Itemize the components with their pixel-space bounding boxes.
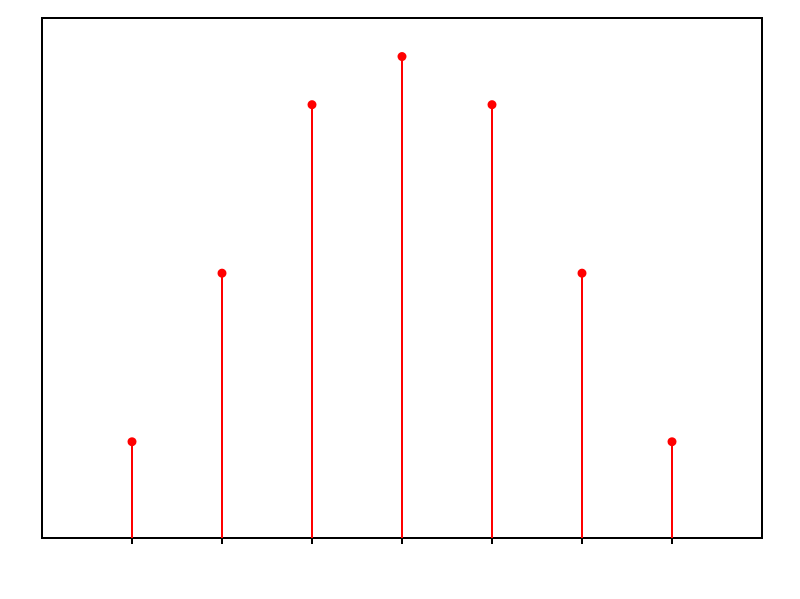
stem-marker [128, 437, 137, 446]
stem-marker [578, 269, 587, 278]
stem-marker [398, 52, 407, 61]
stem-marker [218, 269, 227, 278]
stem-chart [0, 0, 800, 599]
stem-marker [308, 100, 317, 109]
stems [128, 52, 677, 538]
stem-marker [668, 437, 677, 446]
stem-marker [488, 100, 497, 109]
